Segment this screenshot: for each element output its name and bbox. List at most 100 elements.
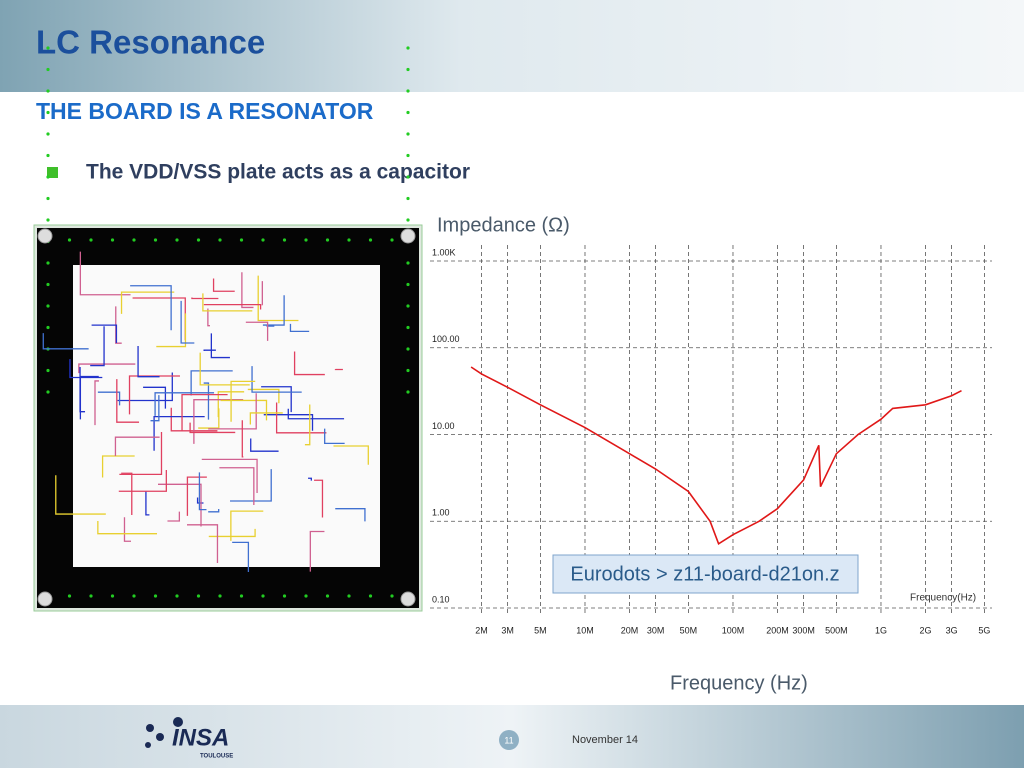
x-tick-label: 5G bbox=[978, 625, 990, 635]
pcb-dot bbox=[46, 218, 49, 221]
y-tick-label: 0.10 bbox=[432, 594, 450, 604]
pcb-dot bbox=[46, 154, 49, 157]
pcb-dot bbox=[46, 390, 49, 393]
pcb-dot bbox=[154, 238, 157, 241]
x-tick-label: 3G bbox=[946, 625, 958, 635]
pcb-dot bbox=[46, 111, 49, 114]
y-tick-label: 10.00 bbox=[432, 421, 455, 431]
pcb-dot bbox=[406, 132, 409, 135]
pcb-dot bbox=[46, 68, 49, 71]
pcb-dot bbox=[46, 283, 49, 286]
pcb-image bbox=[34, 46, 422, 611]
x-tick-label: 2M bbox=[475, 625, 488, 635]
pcb-dot bbox=[406, 154, 409, 157]
x-tick-label: 30M bbox=[647, 625, 665, 635]
pcb-dot bbox=[197, 238, 200, 241]
pcb-dot bbox=[326, 238, 329, 241]
pcb-dot bbox=[406, 390, 409, 393]
date: November 14 bbox=[572, 734, 638, 746]
x-tick-label: 10M bbox=[576, 625, 594, 635]
pcb-dot bbox=[89, 238, 92, 241]
x-tick-label: 100M bbox=[722, 625, 745, 635]
pcb-dot bbox=[406, 369, 409, 372]
pcb-dot bbox=[111, 594, 114, 597]
pcb-dot bbox=[46, 175, 49, 178]
pcb-dot bbox=[240, 238, 243, 241]
page-number: 11 bbox=[504, 735, 513, 745]
pcb-dot bbox=[304, 238, 307, 241]
pcb-dot bbox=[406, 175, 409, 178]
pcb-dot bbox=[390, 238, 393, 241]
pcb-dot bbox=[347, 594, 350, 597]
pcb-dot bbox=[406, 261, 409, 264]
pcb-dot bbox=[46, 326, 49, 329]
pcb-dot bbox=[46, 261, 49, 264]
title: LC Resonance bbox=[36, 24, 265, 61]
x-tick-label: 20M bbox=[621, 625, 639, 635]
subtitle: THE BOARD IS A RESONATOR bbox=[36, 98, 374, 124]
x-tick-label: 3M bbox=[501, 625, 514, 635]
pcb-dot bbox=[68, 238, 71, 241]
pcb-dot bbox=[283, 238, 286, 241]
y-tick-label: 1.00 bbox=[432, 508, 450, 518]
y-tick-label: 1.00K bbox=[432, 247, 456, 257]
pcb-dot bbox=[111, 238, 114, 241]
logo-text: INSA bbox=[172, 724, 229, 751]
pcb-dot bbox=[46, 304, 49, 307]
x-tick-label: 1G bbox=[875, 625, 887, 635]
pcb-dot bbox=[46, 46, 49, 49]
pcb-corner bbox=[401, 229, 415, 243]
pcb-dot bbox=[261, 238, 264, 241]
x-tick-label: 5M bbox=[534, 625, 547, 635]
pcb-dot bbox=[326, 594, 329, 597]
bullet-text: The VDD/VSS plate acts as a capacitor bbox=[86, 161, 470, 184]
pcb-dot bbox=[406, 347, 409, 350]
pcb-dot bbox=[89, 594, 92, 597]
pcb-dot bbox=[406, 89, 409, 92]
pcb-dot bbox=[175, 594, 178, 597]
pcb-dot bbox=[369, 238, 372, 241]
callout-text: Eurodots > z11-board-d21on.z bbox=[570, 563, 839, 585]
inner-axis-title: Frequency(Hz) bbox=[910, 593, 976, 604]
pcb-dot bbox=[132, 238, 135, 241]
x-tick-label: 300M bbox=[792, 625, 815, 635]
pcb-dot bbox=[175, 238, 178, 241]
x-tick-label: 200M bbox=[766, 625, 789, 635]
pcb-dot bbox=[347, 238, 350, 241]
pcb-corner bbox=[38, 592, 52, 606]
pcb-dot bbox=[46, 369, 49, 372]
pcb-dot bbox=[304, 594, 307, 597]
pcb-corner bbox=[401, 592, 415, 606]
y-axis-title: Impedance (Ω) bbox=[437, 214, 570, 236]
pcb-dot bbox=[406, 68, 409, 71]
pcb-dot bbox=[406, 326, 409, 329]
pcb-dot bbox=[197, 594, 200, 597]
pcb-dot bbox=[154, 594, 157, 597]
pcb-dot bbox=[218, 594, 221, 597]
x-tick-label: 50M bbox=[680, 625, 698, 635]
x-tick-label: 2G bbox=[920, 625, 932, 635]
pcb-dot bbox=[283, 594, 286, 597]
pcb-dot bbox=[46, 197, 49, 200]
pcb-dot bbox=[406, 283, 409, 286]
y-tick-label: 100.00 bbox=[432, 334, 460, 344]
pcb-dot bbox=[406, 111, 409, 114]
pcb-dot bbox=[406, 304, 409, 307]
pcb-dot bbox=[406, 218, 409, 221]
x-axis-title: Frequency (Hz) bbox=[670, 672, 808, 694]
pcb-dot bbox=[261, 594, 264, 597]
logo-subtext: TOULOUSE bbox=[200, 754, 233, 760]
pcb-dot bbox=[369, 594, 372, 597]
pcb-dot bbox=[46, 132, 49, 135]
pcb-dot bbox=[132, 594, 135, 597]
pcb-dot bbox=[46, 89, 49, 92]
pcb-dot bbox=[406, 46, 409, 49]
pcb-dot bbox=[390, 594, 393, 597]
x-tick-label: 500M bbox=[825, 625, 848, 635]
pcb-dot bbox=[68, 594, 71, 597]
pcb-dot bbox=[218, 238, 221, 241]
pcb-dot bbox=[406, 197, 409, 200]
pcb-dot bbox=[240, 594, 243, 597]
